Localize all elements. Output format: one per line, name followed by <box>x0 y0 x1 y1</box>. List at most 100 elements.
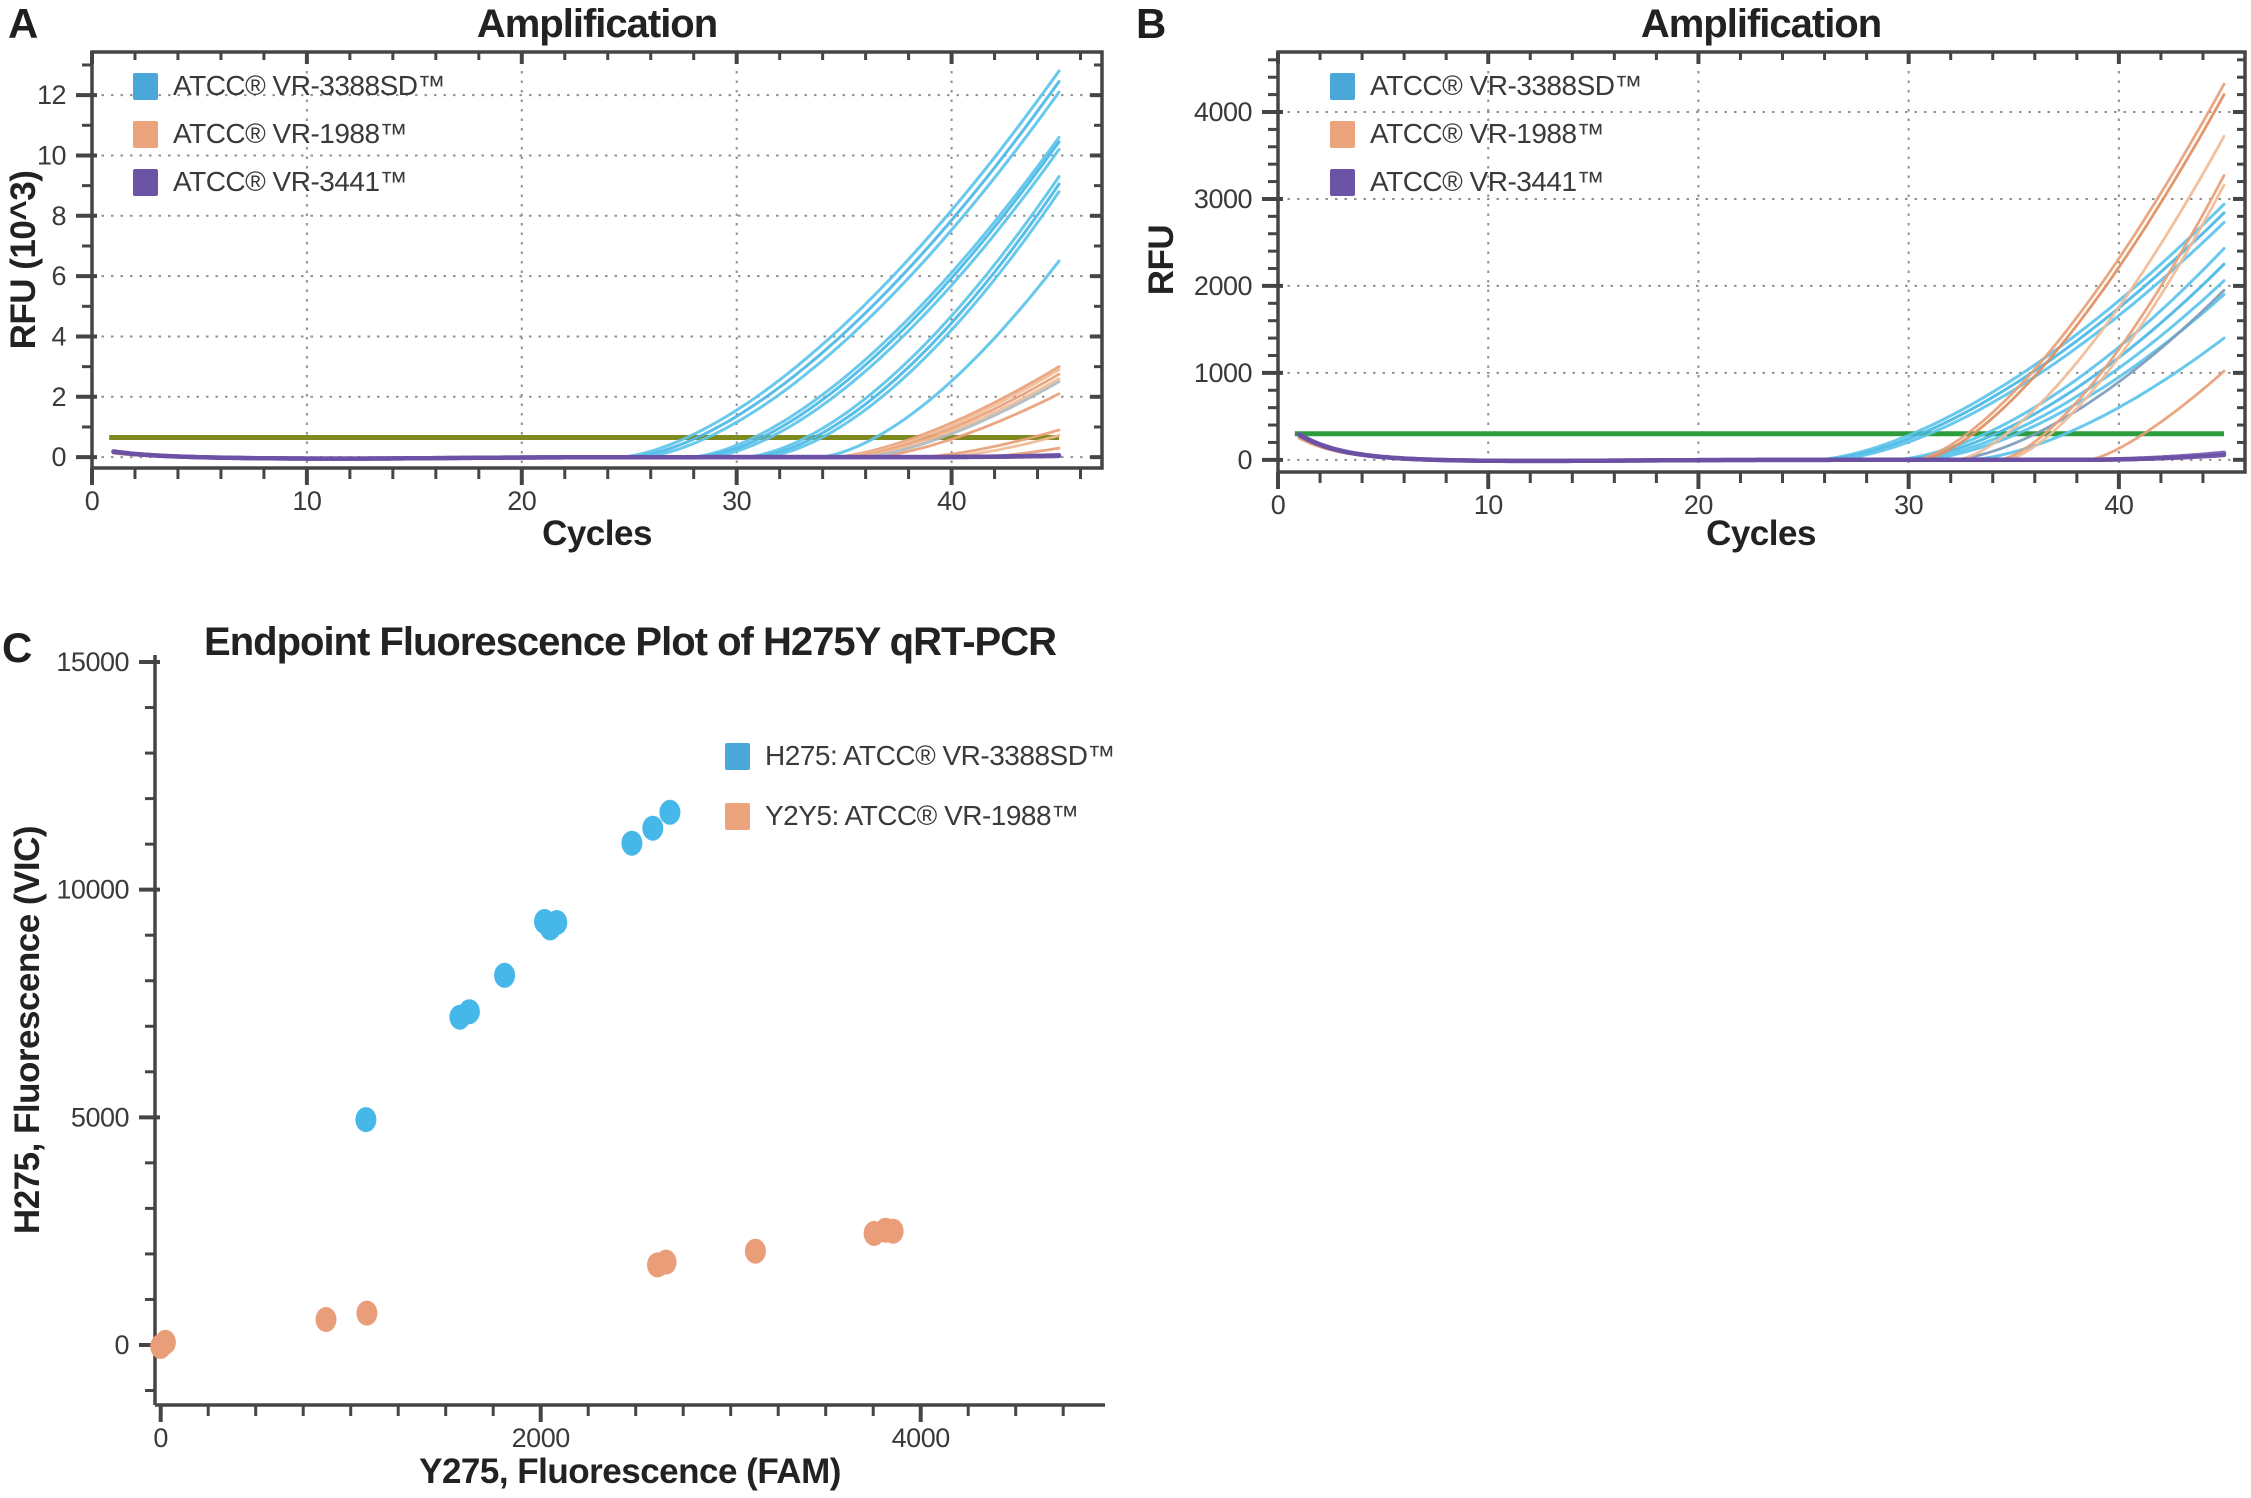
panel-c-legend: H275: ATCC® VR-3388SD™ Y2Y5: ATCC® VR-198… <box>725 740 1115 860</box>
panel-a-title: Amplification <box>476 2 718 46</box>
svg-text:0: 0 <box>153 1423 168 1453</box>
svg-text:20: 20 <box>507 486 536 516</box>
amplification-curve <box>111 449 1062 461</box>
amplification-curve <box>1296 432 2227 464</box>
tick-labels: 0 10 20 30 40 0 2 4 6 8 10 12 <box>37 80 967 516</box>
svg-text:3000: 3000 <box>1194 184 1252 214</box>
legend-label: ATCC® VR-3441™ <box>1370 166 1605 197</box>
legend-color-swatch <box>133 72 158 100</box>
amplification-curve <box>1296 431 2227 464</box>
scatter-point <box>355 1107 377 1133</box>
svg-text:2000: 2000 <box>512 1423 570 1453</box>
tick-labels: 0 10 20 30 40 0 1000 2000 3000 4000 <box>1194 97 2134 520</box>
legend-item: ATCC® VR-1988™ <box>1330 118 1642 150</box>
panel-c-letter: C <box>2 624 32 671</box>
axis-spines <box>90 50 1104 470</box>
svg-text:4000: 4000 <box>892 1423 950 1453</box>
scatter-point <box>744 1238 766 1264</box>
amplification-curves <box>1296 82 2227 464</box>
panel-b-title: Amplification <box>1640 2 1882 46</box>
axis-spines <box>153 655 1105 1407</box>
svg-text:1000: 1000 <box>1194 358 1252 388</box>
svg-text:30: 30 <box>722 486 751 516</box>
legend-item: ATCC® VR-3388SD™ <box>133 70 445 102</box>
amplification-curves <box>111 69 1062 461</box>
svg-text:0: 0 <box>85 486 100 516</box>
scatter-point <box>621 830 643 856</box>
scatter-point <box>655 1249 677 1275</box>
amplification-chart-a: 0 10 20 30 40 0 2 4 6 8 10 12 <box>37 50 1104 516</box>
svg-text:12: 12 <box>37 80 66 110</box>
legend-item: H275: ATCC® VR-3388SD™ <box>725 740 1115 772</box>
svg-text:20: 20 <box>1684 490 1713 520</box>
panel-b-legend: ATCC® VR-3388SD™ ATCC® VR-1988™ ATCC® VR-3… <box>1330 70 1642 214</box>
legend-item: ATCC® VR-3441™ <box>133 166 445 198</box>
scatter-point <box>642 815 664 841</box>
panel-a-legend: ATCC® VR-3388SD™ ATCC® VR-1988™ ATCC® VR-3… <box>133 70 445 214</box>
panel-c-title: Endpoint Fluorescence Plot of H275Y qRT-… <box>204 620 1057 664</box>
axis-spines <box>1276 50 2247 474</box>
svg-text:0: 0 <box>51 442 66 472</box>
amplification-curve <box>1297 202 2226 463</box>
svg-text:10000: 10000 <box>56 875 129 905</box>
svg-text:15000: 15000 <box>56 647 129 677</box>
scatter-point <box>494 962 516 988</box>
svg-text:2: 2 <box>51 382 66 412</box>
legend-label: Y2Y5: ATCC® VR-1988™ <box>765 800 1079 831</box>
scatter-point <box>315 1307 337 1332</box>
svg-text:4000: 4000 <box>1194 97 1252 127</box>
scatter-point <box>356 1300 378 1326</box>
scatter-point <box>546 910 568 935</box>
amplification-curve <box>1297 183 2226 463</box>
legend-color-swatch <box>1330 120 1355 148</box>
panel-b-x-axis-label: Cycles <box>1706 514 1816 553</box>
legend-label: ATCC® VR-1988™ <box>173 118 408 149</box>
amplification-curve <box>112 392 1061 460</box>
svg-text:40: 40 <box>937 486 966 516</box>
svg-text:10: 10 <box>292 486 321 516</box>
legend-item: ATCC® VR-1988™ <box>133 118 445 150</box>
scatter-point <box>882 1218 904 1244</box>
legend-color-swatch <box>133 168 158 196</box>
panel-b-letter: B <box>1136 0 1166 47</box>
gridlines <box>1278 52 2245 472</box>
panel-a-letter: A <box>8 0 38 47</box>
svg-text:40: 40 <box>2104 490 2133 520</box>
svg-text:10: 10 <box>37 140 66 170</box>
legend-color-swatch <box>1330 168 1355 196</box>
legend-color-swatch <box>725 802 750 830</box>
amplification-curve <box>1297 174 2226 463</box>
scatter-point <box>458 999 480 1025</box>
panel-a-x-axis-label: Cycles <box>542 514 652 553</box>
amplification-curve <box>1297 369 2226 463</box>
scatter-point <box>659 799 681 825</box>
legend-item: Y2Y5: ATCC® VR-1988™ <box>725 800 1115 832</box>
amplification-curve <box>112 380 1061 460</box>
svg-text:8: 8 <box>51 201 66 231</box>
svg-text:6: 6 <box>51 261 66 291</box>
endpoint-scatter-chart: 0 2000 4000 0 5000 10000 15000 <box>56 647 1105 1453</box>
legend-label: ATCC® VR-3388SD™ <box>173 70 445 101</box>
svg-text:0: 0 <box>1237 445 1252 475</box>
legend-color-swatch <box>133 120 158 148</box>
svg-text:30: 30 <box>1894 490 1923 520</box>
svg-text:4: 4 <box>51 321 66 351</box>
amplification-curve <box>112 175 1061 461</box>
legend-label: ATCC® VR-1988™ <box>1370 118 1605 149</box>
svg-text:2000: 2000 <box>1194 271 1252 301</box>
legend-item: ATCC® VR-3441™ <box>1330 166 1642 198</box>
panel-c-x-axis-label: Y275, Fluorescence (FAM) <box>419 1452 841 1491</box>
legend-color-swatch <box>1330 72 1355 100</box>
svg-text:0: 0 <box>114 1330 129 1360</box>
svg-text:10: 10 <box>1474 490 1503 520</box>
tick-labels: 0 2000 4000 0 5000 10000 15000 <box>56 647 950 1453</box>
amplification-chart-b: 0 10 20 30 40 0 1000 2000 3000 4000 <box>1194 50 2247 520</box>
amplification-curve <box>112 190 1061 461</box>
panel-c: C Endpoint Fluorescence Plot of H275Y qR… <box>0 620 1500 1498</box>
legend-label: ATCC® VR-3441™ <box>173 166 408 197</box>
legend-label: ATCC® VR-3388SD™ <box>1370 70 1642 101</box>
amplification-curve <box>1297 247 2226 463</box>
panel-b: B Amplification RFU Cycles 0 10 20 30 40 0 100… <box>1126 0 2251 620</box>
scatter-point <box>154 1329 176 1355</box>
